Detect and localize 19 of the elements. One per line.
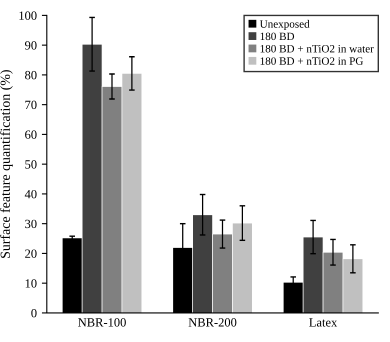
x-tick-label: NBR-200 bbox=[188, 318, 236, 327]
legend-label: 180 BD + nTiO2 in PG bbox=[260, 57, 364, 65]
x-tick-label: Latex bbox=[309, 318, 338, 327]
y-tick-label: 40 bbox=[24, 190, 37, 198]
y-tick-label: 30 bbox=[25, 220, 37, 228]
y-tick-label: 50 bbox=[25, 160, 37, 169]
legend-label: Unexposed bbox=[260, 20, 310, 30]
legend-label: 180 BD + nTiO2 in water bbox=[260, 44, 374, 52]
y-tick-label: 80 bbox=[25, 70, 37, 80]
y-axis-title: Surface feature quantification (%) bbox=[0, 70, 13, 258]
y-tick-label: 10 bbox=[26, 279, 37, 288]
legend-label: 180 BD bbox=[260, 32, 294, 40]
x-tick-label: NBR-100 bbox=[78, 318, 126, 327]
y-tick-label: 60 bbox=[25, 130, 37, 139]
y-tick-label: 90 bbox=[24, 41, 37, 50]
y-tick-label: 70 bbox=[25, 100, 37, 110]
y-tick-label: 0 bbox=[31, 308, 37, 318]
y-tick-label: 100 bbox=[19, 11, 37, 20]
y-tick-label: 20 bbox=[25, 249, 37, 258]
